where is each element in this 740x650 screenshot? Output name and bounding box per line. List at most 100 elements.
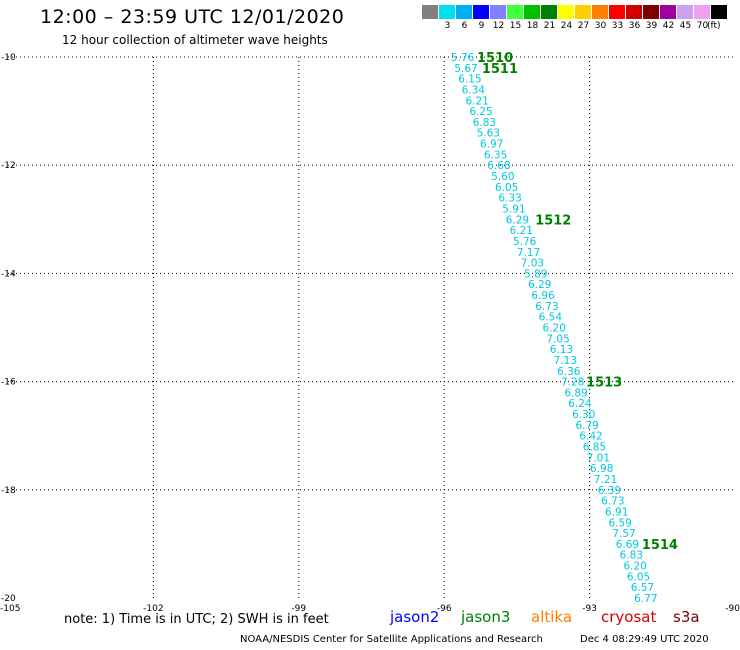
wave-height-value: 6.59 — [608, 517, 631, 529]
legend-label: 15 — [509, 21, 522, 31]
legend-label: 33 — [611, 21, 624, 31]
legend-swatch — [507, 5, 524, 19]
satellite-jason2: jason2 — [390, 608, 440, 626]
wave-height-value: 6.89 — [564, 387, 587, 399]
wave-height-value: 6.20 — [543, 323, 566, 335]
wave-height-value: 7.05 — [546, 333, 569, 345]
time-label: 1512 — [535, 213, 571, 228]
y-tick-label: -12 — [1, 161, 16, 171]
y-tick-label: -18 — [1, 486, 16, 496]
satellite-s3a: s3a — [673, 608, 700, 626]
legend-label: 39 — [645, 21, 658, 31]
wave-height-value: 5.63 — [477, 128, 500, 140]
wave-height-value: 6.33 — [498, 193, 521, 205]
y-tick-label: -14 — [1, 269, 16, 279]
wave-height-value: 5.89 — [524, 268, 547, 280]
wave-height-value: 6.05 — [495, 182, 518, 194]
wave-height-value: 7.28 — [561, 377, 584, 389]
legend-swatch — [575, 5, 592, 19]
wave-height-value: 5.91 — [502, 203, 525, 215]
footer-note: note: 1) Time is in UTC; 2) SWH is in fe… — [64, 612, 329, 627]
legend-swatch — [473, 5, 490, 19]
wave-height-value: 6.42 — [579, 431, 602, 443]
wave-height-value: 5.67 — [454, 63, 477, 75]
x-tick-label: -105 — [0, 604, 20, 614]
legend-label: 30 — [594, 21, 607, 31]
x-tick-label: -99 — [291, 604, 306, 614]
wave-height-value: 6.30 — [572, 409, 595, 421]
x-tick-label: -90 — [725, 604, 740, 614]
wave-height-value: 6.21 — [465, 95, 488, 107]
wave-height-value: 7.01 — [587, 452, 610, 464]
wave-height-value: 6.20 — [623, 561, 646, 573]
time-label: 1511 — [482, 62, 518, 77]
legend-label: 12 — [492, 21, 505, 31]
wave-height-value: 7.17 — [517, 247, 540, 259]
wave-height-value: 6.29 — [506, 214, 529, 226]
wave-height-value: 6.39 — [598, 485, 621, 497]
wave-height-value: 6.83 — [620, 550, 643, 562]
legend-swatch — [626, 5, 643, 19]
time-label: 1514 — [642, 538, 678, 553]
legend-swatch — [609, 5, 626, 19]
wave-height-value: 6.98 — [590, 463, 613, 475]
wave-height-value: 6.68 — [487, 160, 510, 172]
wave-height-value: 6.91 — [605, 506, 628, 518]
satellite-cryosat: cryosat — [601, 608, 657, 626]
legend-swatch — [643, 5, 660, 19]
wave-height-value: 6.25 — [469, 106, 492, 118]
wave-height-value: 6.29 — [528, 279, 551, 291]
x-tick-label: -96 — [437, 604, 452, 614]
wave-height-value: 6.13 — [550, 344, 573, 356]
legend-label: 36 — [628, 21, 641, 31]
legend-label: 70 — [696, 21, 709, 31]
x-tick-label: -93 — [582, 604, 597, 614]
time-label: 1510 — [477, 51, 513, 66]
legend-label: 18 — [526, 21, 539, 31]
wave-height-color-legend — [422, 5, 728, 19]
time-label: 1513 — [586, 376, 622, 391]
wave-height-value: 6.73 — [535, 301, 558, 313]
wave-height-value: 7.21 — [594, 474, 617, 486]
legend-swatch — [694, 5, 711, 19]
wave-height-value: 6.96 — [531, 290, 555, 302]
legend-label: 24 — [560, 21, 573, 31]
wave-height-value: 5.60 — [491, 171, 514, 183]
wave-height-value: 6.79 — [575, 420, 598, 432]
generated-timestamp: Dec 4 08:29:49 UTC 2020 — [580, 634, 709, 645]
wave-height-value: 6.54 — [539, 312, 563, 324]
legend-swatch — [524, 5, 541, 19]
wave-height-value: 6.15 — [458, 74, 481, 86]
legend-unit: (ft) — [707, 21, 721, 31]
wave-height-value: 7.13 — [554, 355, 577, 367]
wave-height-value: 6.77 — [634, 593, 657, 605]
page-title: 12:00 – 23:59 UTC 12/01/2020 — [40, 6, 345, 28]
legend-label: 9 — [478, 21, 485, 31]
wave-height-value: 6.69 — [616, 539, 639, 551]
legend-label: 27 — [577, 21, 590, 31]
wave-height-value: 6.73 — [601, 496, 624, 508]
legend-swatch — [558, 5, 575, 19]
wave-height-value: 6.57 — [631, 582, 654, 594]
satellite-jason3: jason3 — [461, 608, 511, 626]
wave-height-value: 6.36 — [557, 366, 581, 378]
legend-label: 45 — [679, 21, 692, 31]
legend-label: 42 — [662, 21, 675, 31]
legend-swatch — [711, 5, 728, 19]
legend-swatch — [422, 5, 439, 19]
wave-height-value: 6.35 — [484, 149, 507, 161]
legend-swatch — [541, 5, 558, 19]
wave-height-value: 6.21 — [510, 225, 533, 237]
wave-height-value: 6.83 — [473, 117, 496, 129]
wave-height-value: 7.57 — [612, 528, 635, 540]
legend-swatch — [439, 5, 456, 19]
credit-line: NOAA/NESDIS Center for Satellite Applica… — [240, 634, 543, 645]
page-subtitle: 12 hour collection of altimeter wave hei… — [62, 33, 328, 47]
satellite-altika: altika — [531, 608, 573, 626]
wave-height-value: 7.03 — [521, 258, 544, 270]
legend-label: 6 — [461, 21, 468, 31]
legend-swatch — [677, 5, 694, 19]
y-tick-label: -10 — [1, 53, 16, 63]
wave-height-value: 6.34 — [462, 84, 486, 96]
